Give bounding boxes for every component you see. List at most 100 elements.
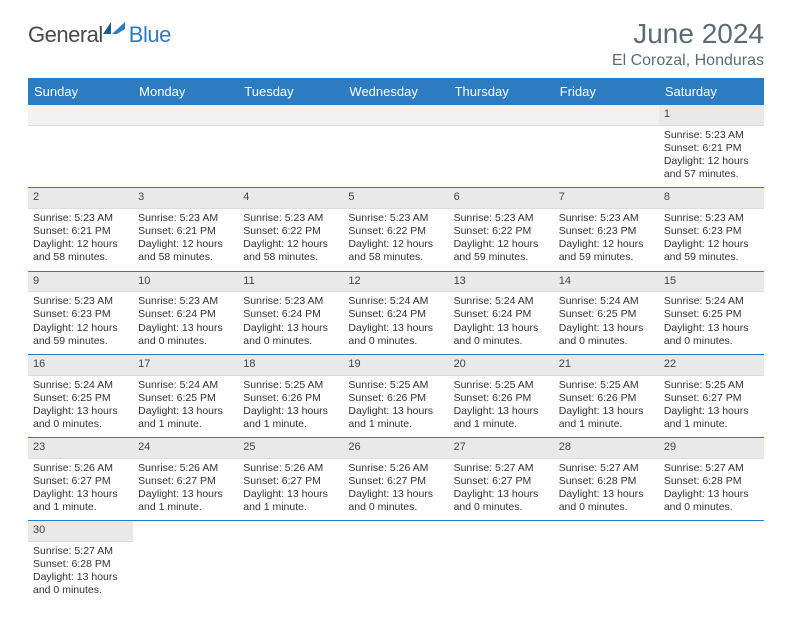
- day-body: Sunrise: 5:24 AMSunset: 6:24 PMDaylight:…: [343, 292, 448, 354]
- day-body: Sunrise: 5:26 AMSunset: 6:27 PMDaylight:…: [238, 459, 343, 521]
- dow-monday: Monday: [133, 78, 238, 105]
- day-number: 3: [133, 188, 238, 209]
- week-row: 9Sunrise: 5:23 AMSunset: 6:23 PMDaylight…: [28, 271, 764, 354]
- sunset-line: Sunset: 6:27 PM: [243, 475, 338, 488]
- daylight-line: Daylight: 13 hours and 0 minutes.: [559, 322, 654, 348]
- day-body: Sunrise: 5:23 AMSunset: 6:22 PMDaylight:…: [343, 209, 448, 271]
- day-number: 11: [238, 272, 343, 293]
- day-body: Sunrise: 5:26 AMSunset: 6:27 PMDaylight:…: [28, 459, 133, 521]
- daylight-line: Daylight: 13 hours and 0 minutes.: [243, 322, 338, 348]
- day-blank: [343, 105, 448, 126]
- logo-text-blue: Blue: [129, 22, 171, 48]
- daylight-line: Daylight: 13 hours and 0 minutes.: [664, 322, 759, 348]
- day-number: 6: [449, 188, 554, 209]
- sunrise-line: Sunrise: 5:23 AM: [559, 212, 654, 225]
- daylight-line: Daylight: 13 hours and 1 minute.: [33, 488, 128, 514]
- day-body: Sunrise: 5:23 AMSunset: 6:23 PMDaylight:…: [28, 292, 133, 354]
- daylight-line: Daylight: 13 hours and 0 minutes.: [33, 405, 128, 431]
- daylight-line: Daylight: 13 hours and 1 minute.: [664, 405, 759, 431]
- day-body: Sunrise: 5:27 AMSunset: 6:28 PMDaylight:…: [659, 459, 764, 521]
- day-blank: [133, 105, 238, 126]
- day-number: 13: [449, 272, 554, 293]
- calendar-table: Sunday Monday Tuesday Wednesday Thursday…: [28, 78, 764, 604]
- title-block: June 2024 El Corozal, Honduras: [612, 18, 764, 70]
- day-blank: [238, 105, 343, 126]
- week-row: 23Sunrise: 5:26 AMSunset: 6:27 PMDayligh…: [28, 438, 764, 521]
- logo: General Blue: [28, 18, 171, 48]
- sunrise-line: Sunrise: 5:23 AM: [138, 295, 233, 308]
- daylight-line: Daylight: 13 hours and 0 minutes.: [454, 322, 549, 348]
- day-cell: 10Sunrise: 5:23 AMSunset: 6:24 PMDayligh…: [133, 271, 238, 354]
- day-cell: 11Sunrise: 5:23 AMSunset: 6:24 PMDayligh…: [238, 271, 343, 354]
- daylight-line: Daylight: 13 hours and 1 minute.: [243, 488, 338, 514]
- day-blank: [28, 105, 133, 126]
- day-cell: 5Sunrise: 5:23 AMSunset: 6:22 PMDaylight…: [343, 188, 448, 271]
- day-cell: 28Sunrise: 5:27 AMSunset: 6:28 PMDayligh…: [554, 438, 659, 521]
- sunset-line: Sunset: 6:26 PM: [454, 392, 549, 405]
- day-cell: 27Sunrise: 5:27 AMSunset: 6:27 PMDayligh…: [449, 438, 554, 521]
- sunrise-line: Sunrise: 5:23 AM: [33, 212, 128, 225]
- daylight-line: Daylight: 13 hours and 0 minutes.: [33, 571, 128, 597]
- day-cell: 30Sunrise: 5:27 AMSunset: 6:28 PMDayligh…: [28, 521, 133, 604]
- day-number: 14: [554, 272, 659, 293]
- day-cell: 9Sunrise: 5:23 AMSunset: 6:23 PMDaylight…: [28, 271, 133, 354]
- sunset-line: Sunset: 6:27 PM: [33, 475, 128, 488]
- day-body: Sunrise: 5:23 AMSunset: 6:21 PMDaylight:…: [659, 126, 764, 188]
- day-cell: [343, 521, 448, 604]
- day-number: 25: [238, 438, 343, 459]
- sunset-line: Sunset: 6:23 PM: [33, 308, 128, 321]
- day-cell: 22Sunrise: 5:25 AMSunset: 6:27 PMDayligh…: [659, 354, 764, 437]
- day-cell: [659, 521, 764, 604]
- sunrise-line: Sunrise: 5:24 AM: [664, 295, 759, 308]
- week-row: 1Sunrise: 5:23 AMSunset: 6:21 PMDaylight…: [28, 105, 764, 188]
- sunrise-line: Sunrise: 5:25 AM: [348, 379, 443, 392]
- daylight-line: Daylight: 13 hours and 0 minutes.: [454, 488, 549, 514]
- day-cell: 24Sunrise: 5:26 AMSunset: 6:27 PMDayligh…: [133, 438, 238, 521]
- sunset-line: Sunset: 6:27 PM: [454, 475, 549, 488]
- day-number: 24: [133, 438, 238, 459]
- day-cell: [133, 521, 238, 604]
- sunset-line: Sunset: 6:25 PM: [664, 308, 759, 321]
- daylight-line: Daylight: 13 hours and 1 minute.: [559, 405, 654, 431]
- day-body: Sunrise: 5:23 AMSunset: 6:22 PMDaylight:…: [449, 209, 554, 271]
- sunrise-line: Sunrise: 5:27 AM: [33, 545, 128, 558]
- day-number: 10: [133, 272, 238, 293]
- day-cell: 7Sunrise: 5:23 AMSunset: 6:23 PMDaylight…: [554, 188, 659, 271]
- day-body: Sunrise: 5:27 AMSunset: 6:27 PMDaylight:…: [449, 459, 554, 521]
- day-number: 9: [28, 272, 133, 293]
- daylight-line: Daylight: 12 hours and 59 minutes.: [33, 322, 128, 348]
- daylight-line: Daylight: 12 hours and 58 minutes.: [33, 238, 128, 264]
- dow-header-row: Sunday Monday Tuesday Wednesday Thursday…: [28, 78, 764, 105]
- sunset-line: Sunset: 6:27 PM: [138, 475, 233, 488]
- day-cell: 4Sunrise: 5:23 AMSunset: 6:22 PMDaylight…: [238, 188, 343, 271]
- daylight-line: Daylight: 13 hours and 1 minute.: [138, 405, 233, 431]
- day-body: Sunrise: 5:25 AMSunset: 6:26 PMDaylight:…: [343, 376, 448, 438]
- day-body: Sunrise: 5:25 AMSunset: 6:27 PMDaylight:…: [659, 376, 764, 438]
- sunset-line: Sunset: 6:21 PM: [664, 142, 759, 155]
- day-number: 28: [554, 438, 659, 459]
- day-cell: [449, 105, 554, 188]
- day-number: 27: [449, 438, 554, 459]
- day-cell: 12Sunrise: 5:24 AMSunset: 6:24 PMDayligh…: [343, 271, 448, 354]
- day-number: 7: [554, 188, 659, 209]
- location-label: El Corozal, Honduras: [612, 52, 764, 70]
- day-cell: 15Sunrise: 5:24 AMSunset: 6:25 PMDayligh…: [659, 271, 764, 354]
- sunrise-line: Sunrise: 5:23 AM: [348, 212, 443, 225]
- day-body: Sunrise: 5:23 AMSunset: 6:24 PMDaylight:…: [133, 292, 238, 354]
- dow-wednesday: Wednesday: [343, 78, 448, 105]
- sunrise-line: Sunrise: 5:23 AM: [243, 212, 338, 225]
- daylight-line: Daylight: 12 hours and 57 minutes.: [664, 155, 759, 181]
- day-cell: 2Sunrise: 5:23 AMSunset: 6:21 PMDaylight…: [28, 188, 133, 271]
- day-cell: 29Sunrise: 5:27 AMSunset: 6:28 PMDayligh…: [659, 438, 764, 521]
- week-row: 30Sunrise: 5:27 AMSunset: 6:28 PMDayligh…: [28, 521, 764, 604]
- day-cell: [28, 105, 133, 188]
- day-number: 2: [28, 188, 133, 209]
- sunrise-line: Sunrise: 5:23 AM: [33, 295, 128, 308]
- sunset-line: Sunset: 6:21 PM: [138, 225, 233, 238]
- day-blank: [449, 105, 554, 126]
- sunset-line: Sunset: 6:26 PM: [348, 392, 443, 405]
- daylight-line: Daylight: 13 hours and 1 minute.: [243, 405, 338, 431]
- day-cell: 21Sunrise: 5:25 AMSunset: 6:26 PMDayligh…: [554, 354, 659, 437]
- day-body: Sunrise: 5:24 AMSunset: 6:24 PMDaylight:…: [449, 292, 554, 354]
- day-cell: [554, 521, 659, 604]
